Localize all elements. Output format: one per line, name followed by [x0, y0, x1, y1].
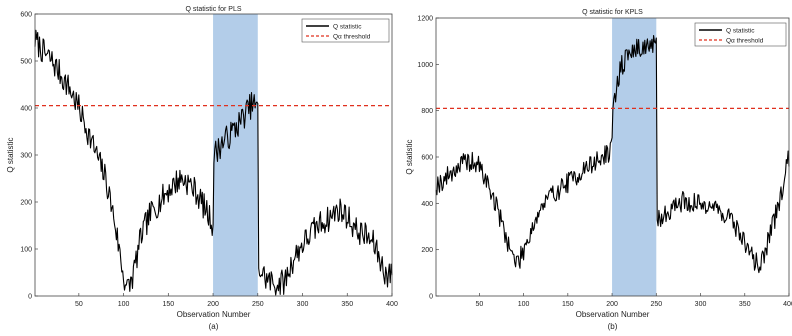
panel-a-pls: 50 100 150 200 250 300 350 400 0 100 200 300 400 500 6… — [6, 6, 398, 331]
x-tick-label: 300 — [297, 301, 309, 308]
panel-caption-b: (b) — [608, 322, 618, 331]
legend-label-q-a: Q statistic — [333, 24, 362, 31]
y-tick-label: 0 — [28, 294, 32, 301]
x-tick-label: 250 — [252, 301, 264, 308]
y-tick-label: 200 — [421, 247, 433, 254]
y-tick-label: 400 — [421, 201, 433, 208]
y-tick-label: 600 — [20, 12, 32, 19]
y-axis-label-b: Q statistic — [405, 139, 414, 174]
x-tick-label: 100 — [518, 301, 530, 308]
legend-b: Q statistic Qα threshold — [694, 22, 787, 47]
legend-box-b — [694, 22, 787, 47]
x-tick-label: 150 — [562, 301, 574, 308]
legend-a: Q statistic Qα threshold — [301, 18, 390, 43]
y-tick-label: 300 — [20, 153, 32, 160]
x-tick-label: 400 — [386, 301, 398, 308]
x-tick-label: 50 — [75, 301, 83, 308]
x-tick-label: 400 — [783, 301, 792, 308]
y-tick-label: 500 — [20, 59, 32, 66]
fault-interval-shade — [612, 18, 657, 296]
x-tick-label: 150 — [162, 301, 174, 308]
x-tick-label: 100 — [118, 301, 130, 308]
x-tick-label: 50 — [475, 301, 483, 308]
x-tick-label: 200 — [606, 301, 618, 308]
q-statistic-series — [34, 29, 393, 296]
legend-label-threshold-a: Qα threshold — [333, 34, 371, 41]
y-tick-label: 800 — [421, 108, 433, 115]
x-tick-label: 200 — [207, 301, 219, 308]
x-axis-label-b: Observation Number — [576, 310, 650, 319]
y-tick-label: 200 — [20, 200, 32, 207]
x-tick-label: 250 — [650, 301, 662, 308]
y-axis-label-a: Q statistic — [6, 137, 15, 172]
y-tick-label: 0 — [429, 294, 433, 301]
x-tick-label: 300 — [695, 301, 707, 308]
y-tick-label: 600 — [421, 155, 433, 162]
y-tick-label: 100 — [20, 247, 32, 254]
x-axis-label-a: Observation Number — [177, 310, 251, 319]
y-tick-label: 1000 — [417, 62, 433, 69]
panel-b-kpls: 50 100 150 200 250 300 350 400 0 200 400 600 800 1000… — [405, 9, 792, 331]
legend-label-q-b: Q statistic — [726, 28, 755, 35]
y-tick-label: 400 — [20, 106, 32, 113]
panel-caption-a: (a) — [209, 322, 219, 331]
legend-label-threshold-b: Qα threshold — [726, 38, 764, 45]
chart-title-a: Q statistic for PLS — [185, 6, 241, 13]
y-tick-label: 1200 — [417, 16, 433, 23]
chart-title-b: Q statistic for KPLS — [582, 9, 643, 16]
x-tick-label: 350 — [341, 301, 353, 308]
x-tick-label: 350 — [739, 301, 751, 308]
q-statistic-series — [435, 35, 790, 274]
